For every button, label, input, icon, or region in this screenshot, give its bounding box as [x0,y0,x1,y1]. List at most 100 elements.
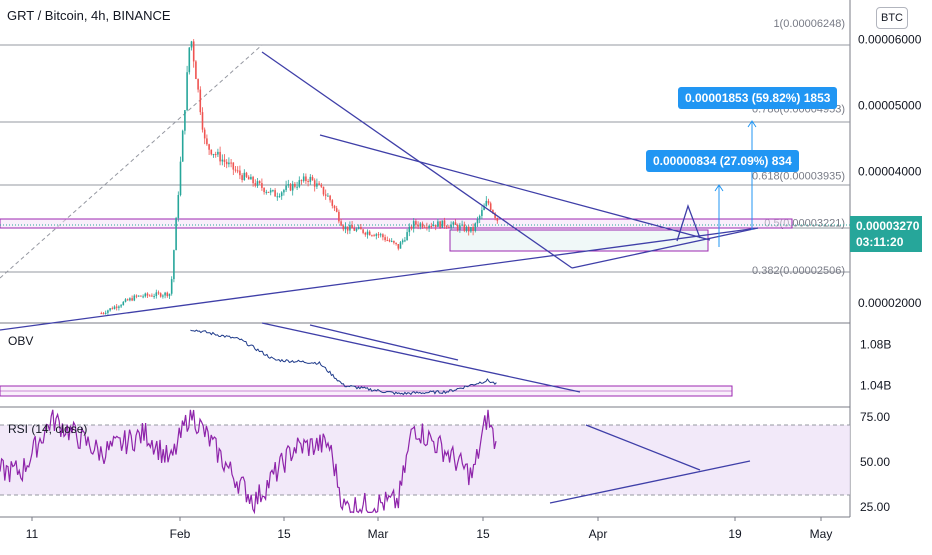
obv-axis-label: 1.04B [860,379,891,393]
candle-body [102,313,105,315]
measure-label-large[interactable]: 0.00001853 (59.82%) 1853 [678,87,838,109]
candle-body [300,180,303,182]
time-axis-label: 15 [277,527,291,541]
candle-body [492,210,494,214]
fib-level-label: 0.382(0.00002506) [752,265,845,277]
candle-body [225,161,228,165]
rsi-trendlines[interactable] [549,424,751,504]
candle-body [360,227,362,230]
candle-body [485,200,488,207]
candle-body [263,187,265,193]
candle-body [342,225,345,230]
candle-body [148,295,151,297]
candle-body [287,184,290,186]
candle-body [329,195,331,201]
last-price-tag: 0.00003270 03:11:20 [850,216,922,252]
candle-body [461,224,463,226]
rsi-label[interactable]: RSI (14, close) [8,422,88,436]
candle-body [203,129,206,139]
candle-body [140,295,142,297]
candle-body [120,305,122,307]
candle-body [355,228,358,231]
rsi-axis-label: 25.00 [860,500,890,514]
candle-body [197,79,199,90]
candle-body [175,218,177,251]
candle-body [230,162,232,164]
time-axis[interactable]: 11 Feb 15 Mar 15 Apr 19 May [26,517,833,541]
candle-body [274,190,276,197]
price-axis[interactable]: 0.00006000 0.00005000 0.00004000 0.00002000… [858,33,922,514]
candle-body [217,151,219,155]
candle-body [445,226,448,228]
candle-body [243,172,246,181]
candle-body [122,301,125,306]
candle-body [269,190,272,193]
candle-body [364,232,367,235]
candle-body [155,292,158,297]
rsi-line [0,409,497,515]
rsi-band [0,425,850,495]
currency-button[interactable]: BTC [876,7,908,29]
candle-body [388,240,391,242]
time-axis-label: Apr [589,527,608,541]
candle-body [311,176,314,181]
measure-arrows[interactable] [714,120,757,247]
candle-body [371,235,373,237]
candle-body [430,225,433,227]
candle-body [302,176,305,181]
candle-body [399,242,402,249]
candle-body [267,191,270,193]
candle-body [221,159,224,162]
candle-body [318,183,320,185]
candle-body [210,149,213,155]
candle-body [331,200,334,206]
candle-body [201,112,204,130]
candle-body [333,205,336,209]
candle-body [254,183,257,186]
candle-body [382,234,384,238]
fib-base-dashed-line[interactable] [0,44,263,279]
candle-body [384,237,386,241]
candlestick-series [100,39,499,315]
candle-body [417,224,419,227]
candle-body [173,250,175,280]
price-axis-label: 0.00004000 [858,164,922,178]
candle-body [252,176,254,184]
candle-body [346,226,349,231]
candle-body [412,221,415,229]
candle-body [236,170,239,172]
obv-trendlines[interactable] [261,322,581,393]
measure-label-small[interactable]: 0.00000834 (27.09%) 834 [646,150,799,172]
obv-label[interactable]: OBV [8,334,34,348]
candle-body [362,229,364,233]
candle-body [379,234,382,236]
fib-level-label: 1(0.00006248) [773,18,845,30]
trendlines[interactable] [0,51,759,331]
candle-body [164,292,166,296]
candle-body [338,211,340,222]
candle-body [428,225,430,228]
candle-body [265,191,268,193]
candle-body [142,296,144,298]
candle-body [247,176,250,180]
candle-body [137,295,140,297]
candle-body [133,295,136,301]
candle-body [129,298,131,301]
candle-body [256,181,259,186]
candle-body [465,226,468,231]
candle-body [153,296,155,298]
resistance-zone-box[interactable] [0,218,793,229]
candle-body [212,154,215,156]
candle-body [463,224,466,231]
candle-body [452,222,455,225]
candle-body [195,61,197,80]
fib-level-label: 0.618(0.00003935) [752,171,845,183]
range-box[interactable] [449,229,709,252]
candle-body [368,231,371,236]
symbol-title[interactable]: GRT / Bitcoin, 4h, BINANCE [7,8,171,23]
candle-body [170,279,173,294]
candle-body [214,154,217,156]
candle-body [419,223,422,227]
candle-body [327,195,329,197]
